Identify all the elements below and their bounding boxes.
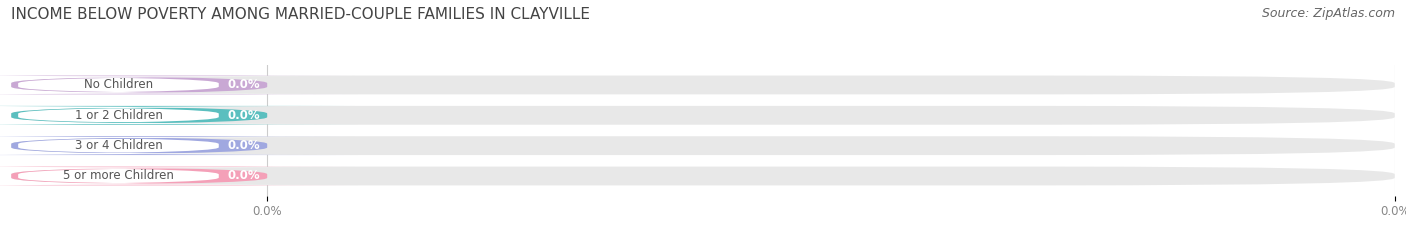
FancyBboxPatch shape (0, 107, 329, 124)
Text: Source: ZipAtlas.com: Source: ZipAtlas.com (1261, 7, 1395, 20)
FancyBboxPatch shape (11, 167, 1395, 185)
FancyBboxPatch shape (11, 136, 1395, 155)
Text: 5 or more Children: 5 or more Children (63, 169, 174, 182)
FancyBboxPatch shape (0, 167, 357, 185)
FancyBboxPatch shape (0, 106, 357, 125)
Text: 3 or 4 Children: 3 or 4 Children (75, 139, 162, 152)
FancyBboxPatch shape (0, 168, 329, 185)
FancyBboxPatch shape (0, 76, 329, 93)
FancyBboxPatch shape (0, 137, 329, 154)
Text: 0.0%: 0.0% (228, 169, 260, 182)
FancyBboxPatch shape (0, 75, 357, 94)
Text: 0.0%: 0.0% (228, 139, 260, 152)
Text: 0.0%: 0.0% (228, 109, 260, 122)
FancyBboxPatch shape (11, 75, 1395, 94)
FancyBboxPatch shape (0, 136, 357, 155)
Text: 1 or 2 Children: 1 or 2 Children (75, 109, 163, 122)
Text: 0.0%: 0.0% (228, 79, 260, 92)
Text: INCOME BELOW POVERTY AMONG MARRIED-COUPLE FAMILIES IN CLAYVILLE: INCOME BELOW POVERTY AMONG MARRIED-COUPL… (11, 7, 591, 22)
FancyBboxPatch shape (11, 106, 1395, 125)
Text: No Children: No Children (84, 79, 153, 92)
